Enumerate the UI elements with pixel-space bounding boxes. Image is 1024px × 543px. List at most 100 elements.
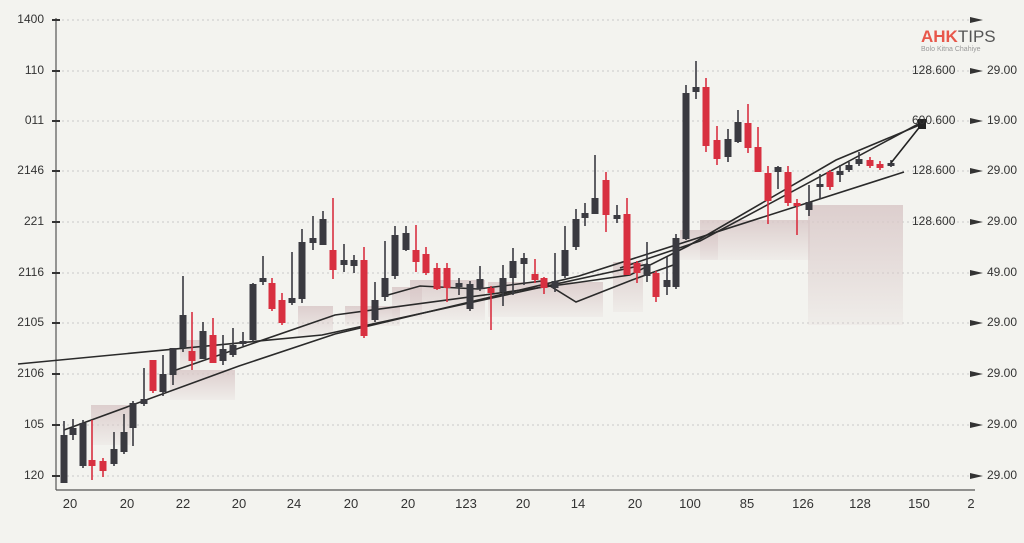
candle xyxy=(159,355,167,396)
right-value-label: 29.00 xyxy=(987,163,1018,177)
candle xyxy=(581,203,589,226)
right-price-label: 128.600 xyxy=(912,214,956,228)
candle xyxy=(120,414,128,454)
y-tick-label: 221 xyxy=(23,214,44,228)
candle xyxy=(259,256,267,285)
candle xyxy=(69,419,77,440)
candle xyxy=(591,155,599,214)
x-tick-label: 20 xyxy=(343,496,359,511)
candle xyxy=(391,226,399,279)
right-marker-icon xyxy=(970,68,983,74)
candle xyxy=(652,271,660,302)
candle xyxy=(572,209,580,250)
candle xyxy=(672,234,680,289)
right-value-label: 29.00 xyxy=(987,366,1018,380)
candle xyxy=(79,420,87,468)
x-tick-label: 14 xyxy=(570,496,586,511)
candle xyxy=(561,226,569,278)
candle xyxy=(816,174,824,199)
right-value-label: 29.00 xyxy=(987,417,1018,431)
right-price-label: 128.600 xyxy=(912,63,956,77)
candle xyxy=(724,129,732,162)
annotation-arrows xyxy=(890,119,926,164)
candle xyxy=(188,312,196,370)
trendline xyxy=(63,171,905,431)
y-tick-label: 2146 xyxy=(17,163,44,177)
candle xyxy=(531,259,539,283)
candle xyxy=(643,242,651,282)
right-value-label: 29.00 xyxy=(987,214,1018,228)
candle xyxy=(99,458,107,477)
candle xyxy=(602,172,610,232)
right-marker-icon xyxy=(970,168,983,174)
logo-rest-text: TIPS xyxy=(957,27,996,46)
y-tick-label: 2106 xyxy=(17,366,44,380)
right-price-label: 600.600 xyxy=(912,113,956,127)
candle xyxy=(381,241,389,301)
x-tick-label: 126 xyxy=(792,496,814,511)
right-marker-icon xyxy=(970,422,983,428)
x-tick-label: 20 xyxy=(62,496,78,511)
right-marker-icon xyxy=(970,371,983,377)
right-price-label: 128.600 xyxy=(912,163,956,177)
candle xyxy=(876,161,884,170)
candle xyxy=(350,255,358,273)
right-marker-icon xyxy=(970,17,983,23)
y-tick-label: 011 xyxy=(24,113,44,127)
x-tick-label: 100 xyxy=(679,496,701,511)
right-marker-icon xyxy=(970,219,983,225)
arrow-line xyxy=(890,123,923,164)
candle xyxy=(784,166,792,206)
candle xyxy=(793,199,801,235)
candle xyxy=(371,282,379,322)
axes xyxy=(52,17,983,491)
candle xyxy=(319,211,327,245)
y-tick-label: 1400 xyxy=(17,12,44,26)
candle xyxy=(412,225,420,272)
x-tick-label: 20 xyxy=(515,496,531,511)
candle xyxy=(169,348,177,385)
volume-block xyxy=(170,370,235,400)
x-tick-label: 128 xyxy=(849,496,871,511)
candle xyxy=(209,318,217,363)
candle xyxy=(199,322,207,359)
candle xyxy=(663,257,671,295)
candle xyxy=(110,432,118,466)
x-tick-label: 150 xyxy=(908,496,930,511)
candle xyxy=(845,162,853,172)
candle xyxy=(455,278,463,295)
candle xyxy=(433,263,441,290)
candle xyxy=(129,401,137,446)
y-tick-label: 105 xyxy=(23,417,44,431)
candle xyxy=(278,293,286,325)
candle xyxy=(140,368,148,406)
candle xyxy=(702,78,710,152)
candle xyxy=(476,266,484,291)
candle xyxy=(288,252,296,305)
candle xyxy=(887,160,895,167)
brand-logo: AHKTIPS Bolo Kitna Chahiye xyxy=(921,28,1001,53)
right-value-label: 49.00 xyxy=(987,265,1018,279)
right-marker-icon xyxy=(970,473,983,479)
candle xyxy=(466,281,474,311)
candle xyxy=(692,61,700,99)
volume-block xyxy=(808,205,903,325)
y-tick-label: 2116 xyxy=(18,265,44,279)
y-tick-label: 120 xyxy=(23,468,44,482)
right-value-label: 29.00 xyxy=(987,315,1018,329)
candle xyxy=(520,253,528,285)
candle xyxy=(60,421,68,483)
candle xyxy=(623,198,631,275)
candles xyxy=(60,61,895,483)
x-tick-label: 24 xyxy=(286,496,302,511)
right-marker-icon xyxy=(970,320,983,326)
x-tick-label: 85 xyxy=(739,496,755,511)
candle xyxy=(713,126,721,165)
right-value-label: 19.00 xyxy=(987,113,1018,127)
candle xyxy=(540,277,548,294)
candle xyxy=(340,244,348,272)
right-marker-icon xyxy=(970,118,983,124)
candle xyxy=(229,328,237,357)
